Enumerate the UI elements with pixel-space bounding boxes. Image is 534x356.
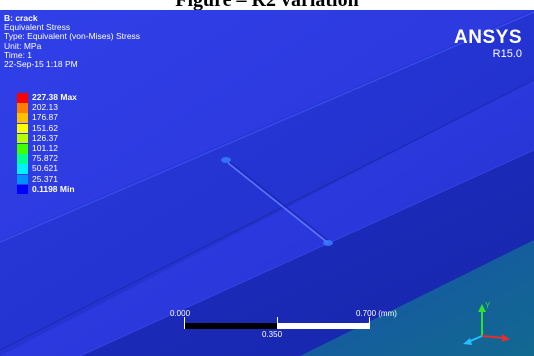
legend-swatch (17, 174, 28, 185)
z-arrow-icon (463, 338, 472, 345)
legend-label: 176.87 (32, 112, 58, 123)
result-unit: Unit: MPa (4, 40, 42, 51)
stress-contour-plot (0, 10, 534, 356)
legend-swatch (17, 144, 28, 154)
scale-bar (184, 317, 370, 329)
y-arrow-icon (478, 304, 486, 312)
crack-line (227, 162, 329, 244)
result-header: B: crack Equivalent Stress Type: Equival… (4, 13, 141, 70)
crack-tip-bottom (323, 240, 333, 246)
legend-swatch (17, 103, 28, 113)
crack-tip-top (221, 157, 231, 163)
result-date: 22-Sep-15 1:18 PM (4, 59, 78, 70)
legend-label: 25.371 (32, 173, 58, 184)
legend-label: 126.37 (32, 132, 58, 143)
legend-swatch (17, 184, 28, 195)
legend-label: 227.38 Max (32, 92, 77, 102)
scale-label-left: 0.000 (170, 309, 191, 318)
legend-label: 0.1198 Min (32, 183, 75, 194)
x-axis-line (481, 335, 505, 339)
legend-label: 151.62 (32, 122, 58, 133)
result-time: Time: 1 (4, 49, 33, 60)
brand-version: R15.0 (492, 48, 522, 60)
brand-name: ANSYS (454, 27, 522, 48)
legend-swatch (17, 133, 28, 144)
legend-label: 50.621 (32, 163, 58, 174)
svg-text:Y: Y (485, 301, 491, 310)
graphics-viewport[interactable]: B: crack Equivalent Stress Type: Equival… (0, 10, 534, 356)
result-quantity: Equivalent Stress (4, 22, 71, 33)
ansys-logo: ANSYS R15.0 (454, 28, 522, 60)
legend-label: 202.13 (32, 102, 58, 113)
legend-label: 75.872 (32, 153, 58, 164)
x-arrow-icon (502, 334, 510, 342)
legend-swatch (17, 93, 28, 103)
axis-triad[interactable]: Y (460, 298, 520, 348)
caption-text: Figure – R2 variation (0, 0, 534, 10)
result-type: Type: Equivalent (von-Mises) Stress (4, 31, 141, 42)
pipe-band (0, 10, 534, 356)
legend-swatch (17, 113, 28, 123)
figure-caption: Figure – R2 variation (0, 0, 534, 10)
legend-swatch (17, 154, 28, 164)
legend-swatch (17, 164, 28, 174)
scale-label-middle: 0.350 (262, 330, 283, 339)
legend-swatch (17, 123, 28, 134)
scale-label-right: 0.700 (mm) (356, 309, 397, 318)
legend-label: 101.12 (32, 143, 58, 153)
result-title: B: crack (4, 13, 38, 23)
